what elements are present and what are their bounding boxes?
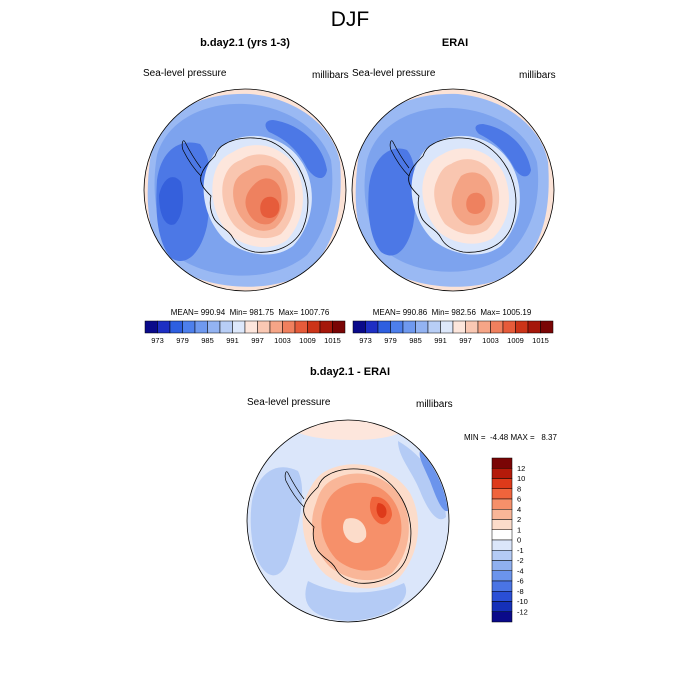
colorbar-tick-label: 12 xyxy=(517,464,525,473)
colorbar-swatch xyxy=(440,320,454,334)
colorbar-swatch xyxy=(319,320,333,334)
stats-diff: MIN = -4.48 MAX = 8.37 xyxy=(464,433,557,442)
variable-label-diff: Sea-level pressure xyxy=(247,397,331,408)
colorbar-tick-label: -12 xyxy=(517,607,528,616)
colorbar-tick-label: 997 xyxy=(251,336,264,345)
colorbar-tick-label: 1009 xyxy=(507,336,524,345)
map-panel-diff xyxy=(246,419,450,623)
colorbar-tick-label: -2 xyxy=(517,556,524,565)
colorbar-tick-label: -10 xyxy=(517,597,528,606)
panel-title-diff: b.day2.1 - ERAI xyxy=(309,366,391,378)
colorbar-swatch xyxy=(169,320,183,334)
colorbar-swatch xyxy=(491,457,513,469)
colorbar-tick-label: 973 xyxy=(359,336,372,345)
colorbar-swatch xyxy=(491,580,513,592)
colorbar-swatch xyxy=(491,601,513,612)
colorbar-tick-label: 1003 xyxy=(274,336,291,345)
colorbar-swatch xyxy=(332,320,346,334)
colorbar-swatch xyxy=(491,591,513,602)
units-label-diff: millibars xyxy=(416,399,453,410)
colorbar-tick-label: 1 xyxy=(517,525,521,534)
colorbar-swatch xyxy=(415,320,429,334)
colorbar-swatch xyxy=(207,320,221,334)
colorbar-swatch xyxy=(365,320,379,334)
stats-obs: MEAN= 990.86 Min= 982.56 Max= 1005.19 xyxy=(372,308,532,317)
colorbar-tick-label: 991 xyxy=(434,336,447,345)
colorbar-tick-label: 979 xyxy=(384,336,397,345)
colorbar-tick-label: 4 xyxy=(517,505,521,514)
colorbar-swatch xyxy=(465,320,479,334)
colorbar-tick-label: 997 xyxy=(459,336,472,345)
colorbar-swatch xyxy=(144,320,158,334)
colorbar-swatch xyxy=(491,539,513,551)
colorbar-swatch xyxy=(377,320,391,334)
colorbar-swatch xyxy=(269,320,283,334)
colorbar-swatch xyxy=(452,320,466,334)
colorbar-swatch xyxy=(515,320,529,334)
variable-label-obs: Sea-level pressure xyxy=(352,68,436,79)
colorbar-swatch xyxy=(491,529,513,541)
colorbar-swatch xyxy=(491,509,513,520)
colorbar-tick-label: -1 xyxy=(517,546,524,555)
colorbar-swatch xyxy=(491,611,513,623)
colorbar-tick-label: 985 xyxy=(409,336,422,345)
colorbar-swatch xyxy=(527,320,541,334)
colorbar-swatch xyxy=(282,320,296,334)
colorbar-swatch xyxy=(540,320,554,334)
colorbar-swatch xyxy=(257,320,271,334)
variable-label-model: Sea-level pressure xyxy=(143,68,227,79)
panel-title-obs: ERAI xyxy=(441,37,469,49)
colorbar-swatch xyxy=(502,320,516,334)
units-label-obs: millibars xyxy=(519,70,556,81)
colorbar-swatch xyxy=(491,550,513,561)
colorbar-swatch xyxy=(490,320,504,334)
colorbar-swatch xyxy=(352,320,366,334)
colorbar-tick-label: 991 xyxy=(226,336,239,345)
colorbar-swatch xyxy=(427,320,441,334)
colorbar-swatch xyxy=(491,519,513,530)
colorbar-model: 973 979 985 991 997 1003 1009 1015 xyxy=(144,320,346,345)
colorbar-tick-label: 979 xyxy=(176,336,189,345)
colorbar-tick-label: -4 xyxy=(517,566,524,575)
colorbar-swatch xyxy=(294,320,308,334)
colorbar-tick-label: 1015 xyxy=(532,336,549,345)
colorbar-swatch xyxy=(219,320,233,334)
panel-title-model: b.day2.1 (yrs 1-3) xyxy=(200,37,290,49)
colorbar-swatch xyxy=(194,320,208,334)
colorbar-swatch xyxy=(477,320,491,334)
colorbar-swatch xyxy=(232,320,246,334)
colorbar-tick-label: 2 xyxy=(517,515,521,524)
colorbar-swatch xyxy=(390,320,404,334)
colorbar-tick-label: 10 xyxy=(517,474,525,483)
colorbar-tick-label: -8 xyxy=(517,587,524,596)
colorbar-tick-label: 8 xyxy=(517,484,521,493)
colorbar-swatch xyxy=(491,488,513,500)
colorbar-tick-label: 1003 xyxy=(482,336,499,345)
units-label-model: millibars xyxy=(312,70,349,81)
colorbar-tick-label: -6 xyxy=(517,577,524,586)
map-panel-model xyxy=(143,88,347,292)
colorbar-tick-label: 1009 xyxy=(299,336,316,345)
colorbar-swatch xyxy=(307,320,321,334)
colorbar-swatch xyxy=(491,478,513,489)
colorbar-swatch xyxy=(244,320,258,334)
colorbar-tick-label: 973 xyxy=(151,336,164,345)
colorbar-swatch xyxy=(491,498,513,510)
map-panel-obs xyxy=(351,88,555,292)
figure-title: DJF xyxy=(330,8,370,31)
colorbar-swatch xyxy=(402,320,416,334)
stats-model: MEAN= 990.94 Min= 981.75 Max= 1007.76 xyxy=(170,308,330,317)
colorbar-obs: 973 979 985 991 997 1003 1009 1015 xyxy=(352,320,554,345)
colorbar-swatch xyxy=(182,320,196,334)
colorbar-tick-label: 0 xyxy=(517,536,521,545)
colorbar-swatch xyxy=(491,468,513,479)
colorbar-tick-label: 1015 xyxy=(324,336,341,345)
colorbar-swatch xyxy=(491,560,513,571)
colorbar-tick-label: 6 xyxy=(517,495,521,504)
colorbar-tick-label: 985 xyxy=(201,336,214,345)
colorbar-swatch xyxy=(491,570,513,582)
colorbar-swatch xyxy=(157,320,171,334)
